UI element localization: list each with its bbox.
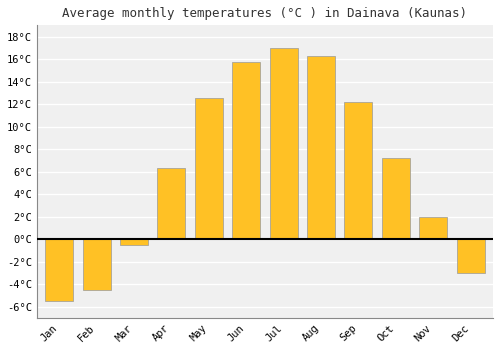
Bar	[456, 239, 484, 273]
Bar	[270, 48, 297, 239]
Bar	[344, 102, 372, 239]
Bar	[195, 98, 223, 239]
Bar	[232, 62, 260, 239]
Bar	[45, 239, 74, 301]
Bar	[82, 239, 110, 290]
Bar	[307, 56, 335, 239]
Bar	[382, 158, 410, 239]
Bar	[120, 239, 148, 245]
Title: Average monthly temperatures (°C ) in Dainava (Kaunas): Average monthly temperatures (°C ) in Da…	[62, 7, 468, 20]
Bar	[419, 217, 447, 239]
Bar	[158, 168, 186, 239]
